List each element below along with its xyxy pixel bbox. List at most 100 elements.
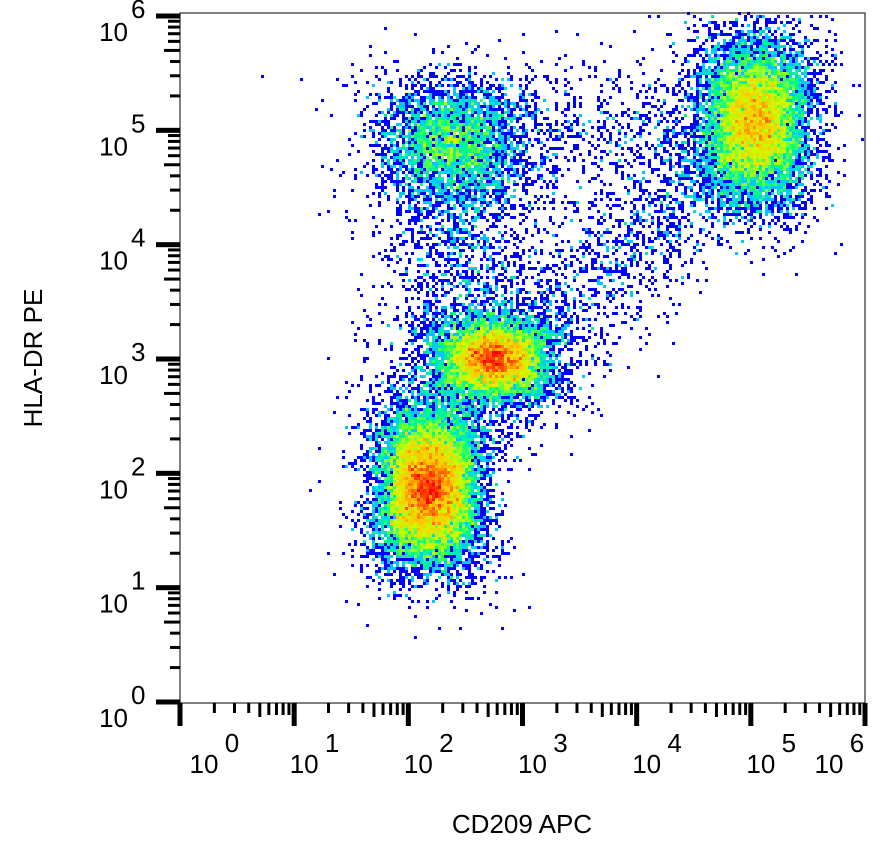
- density-cell: [453, 327, 456, 330]
- density-cell: [420, 507, 423, 510]
- density-cell: [759, 117, 762, 120]
- density-cell: [462, 441, 465, 444]
- density-cell: [456, 351, 459, 354]
- density-cell: [402, 528, 405, 531]
- density-cell: [474, 576, 477, 579]
- density-cell: [558, 387, 561, 390]
- density-cell: [444, 552, 447, 555]
- density-cell: [414, 504, 417, 507]
- density-cell: [477, 312, 480, 315]
- density-cell: [558, 369, 561, 372]
- density-cell: [366, 549, 369, 552]
- density-cell: [759, 90, 762, 93]
- density-cell: [468, 378, 471, 381]
- density-cell: [726, 162, 729, 165]
- density-cell: [732, 93, 735, 96]
- density-cell: [765, 144, 768, 147]
- density-cell: [447, 561, 450, 564]
- density-cell: [456, 558, 459, 561]
- density-cell: [471, 360, 474, 363]
- density-cell: [792, 171, 795, 174]
- density-cell: [471, 309, 474, 312]
- density-cell: [789, 78, 792, 81]
- density-cell: [450, 516, 453, 519]
- density-cell: [474, 342, 477, 345]
- density-cell: [474, 462, 477, 465]
- density-cell: [441, 426, 444, 429]
- density-cell: [762, 246, 765, 249]
- density-cell: [765, 108, 768, 111]
- density-cell: [777, 87, 780, 90]
- density-cell: [765, 69, 768, 72]
- density-cell: [447, 471, 450, 474]
- density-cell: [570, 330, 573, 333]
- density-cell: [759, 123, 762, 126]
- density-cell: [405, 525, 408, 528]
- density-cell: [552, 342, 555, 345]
- density-cell: [387, 573, 390, 576]
- density-cell: [447, 360, 450, 363]
- density-cell: [468, 348, 471, 351]
- density-cell: [429, 420, 432, 423]
- density-cell: [504, 345, 507, 348]
- density-cell: [747, 114, 750, 117]
- density-cell: [516, 408, 519, 411]
- density-cell: [450, 426, 453, 429]
- density-cell: [537, 342, 540, 345]
- density-cell: [705, 174, 708, 177]
- density-cell: [459, 501, 462, 504]
- density-cell: [381, 399, 384, 402]
- density-cell: [501, 396, 504, 399]
- density-cell: [759, 144, 762, 147]
- density-cell: [537, 390, 540, 393]
- density-cell: [789, 171, 792, 174]
- density-cell: [393, 384, 396, 387]
- density-cell: [462, 447, 465, 450]
- density-cell: [378, 384, 381, 387]
- density-cell: [396, 441, 399, 444]
- density-cell: [471, 522, 474, 525]
- density-cell: [753, 114, 756, 117]
- density-cell: [432, 486, 435, 489]
- density-cell: [453, 438, 456, 441]
- density-cell: [462, 357, 465, 360]
- density-cell: [477, 540, 480, 543]
- density-cell: [459, 552, 462, 555]
- density-cell: [753, 156, 756, 159]
- density-cell: [750, 123, 753, 126]
- density-cell: [687, 174, 690, 177]
- density-cell: [750, 90, 753, 93]
- density-cell: [459, 465, 462, 468]
- density-cell: [450, 528, 453, 531]
- density-cell: [465, 399, 468, 402]
- density-cell: [399, 426, 402, 429]
- density-cell: [735, 189, 738, 192]
- density-cell: [444, 504, 447, 507]
- density-cell: [534, 333, 537, 336]
- density-cell: [438, 513, 441, 516]
- density-cell: [513, 378, 516, 381]
- density-cell: [408, 489, 411, 492]
- density-cell: [468, 393, 471, 396]
- density-cell: [405, 477, 408, 480]
- density-cell: [447, 513, 450, 516]
- density-cell: [498, 315, 501, 318]
- density-cell: [477, 414, 480, 417]
- density-cell: [498, 576, 501, 579]
- density-cell: [777, 42, 780, 45]
- density-cell: [801, 174, 804, 177]
- density-cell: [753, 66, 756, 69]
- density-cell: [783, 30, 786, 33]
- density-cell: [546, 354, 549, 357]
- density-cell: [501, 366, 504, 369]
- density-cell: [450, 561, 453, 564]
- density-cell: [531, 378, 534, 381]
- density-cell: [480, 390, 483, 393]
- density-cell: [798, 192, 801, 195]
- density-cell: [459, 453, 462, 456]
- density-cell: [732, 204, 735, 207]
- density-cell: [417, 426, 420, 429]
- density-cell: [462, 417, 465, 420]
- density-cell: [531, 360, 534, 363]
- density-cell: [552, 351, 555, 354]
